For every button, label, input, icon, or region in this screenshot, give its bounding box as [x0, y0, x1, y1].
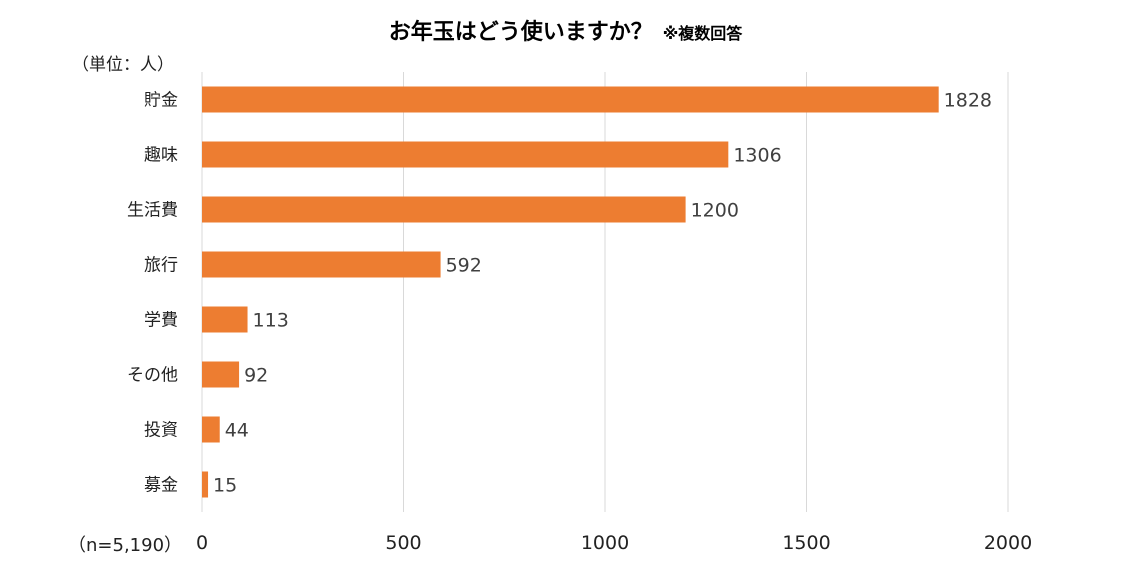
sample-size-label: （n=5,190） — [68, 535, 183, 556]
unit-label: （単位：人） — [72, 55, 174, 75]
value-label: 92 — [244, 365, 268, 387]
value-label: 44 — [225, 420, 249, 442]
gridlines — [201, 72, 1009, 512]
x-tick-label: 1500 — [782, 532, 830, 554]
bar — [202, 196, 686, 223]
category-label: 投資 — [144, 421, 178, 441]
category-label: 趣味 — [144, 146, 178, 166]
category-label: 学費 — [144, 311, 178, 331]
category-label: 旅行 — [144, 256, 178, 276]
bars — [202, 86, 939, 498]
bar — [202, 361, 240, 388]
x-axis-ticks: 0 500 1000 1500 2000 — [196, 532, 1032, 554]
value-label: 15 — [213, 475, 237, 497]
value-labels: 1828 1306 1200 592 113 92 44 15 — [213, 90, 992, 497]
x-tick-label: 1000 — [581, 532, 629, 554]
category-label: 生活費 — [127, 201, 178, 221]
bar — [202, 416, 220, 443]
bar — [202, 251, 441, 278]
bar — [202, 306, 248, 333]
chart-title: お年玉はどう使いますか？ — [388, 20, 653, 45]
x-tick-label: 0 — [196, 532, 208, 554]
x-tick-label: 2000 — [984, 532, 1032, 554]
value-label: 1306 — [733, 145, 781, 167]
x-tick-label: 500 — [385, 532, 421, 554]
chart-title-note: ※複数回答 — [662, 24, 743, 43]
category-label: その他 — [127, 366, 178, 386]
category-label: 募金 — [144, 476, 178, 496]
category-label: 貯金 — [144, 91, 178, 111]
value-label: 1828 — [944, 90, 992, 112]
value-label: 592 — [446, 255, 482, 277]
value-label: 113 — [253, 310, 289, 332]
bar — [202, 141, 729, 168]
bar — [202, 86, 939, 113]
bar — [202, 471, 209, 498]
chart-title-container: お年玉はどう使いますか？ ※複数回答 — [0, 14, 1131, 46]
value-label: 1200 — [691, 200, 739, 222]
